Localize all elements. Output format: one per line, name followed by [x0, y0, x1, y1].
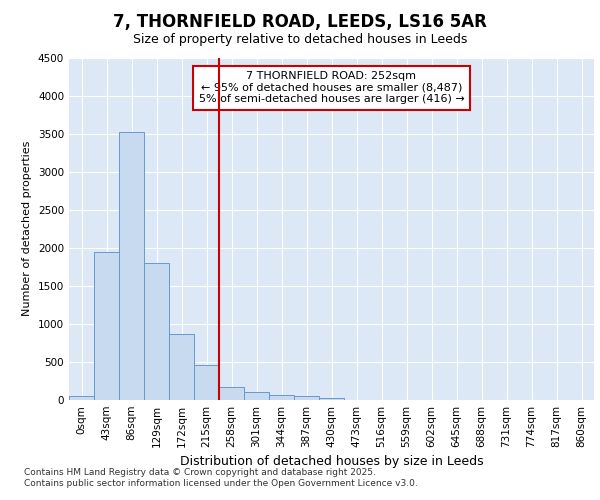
Bar	[194, 365, 219, 400]
Text: 7, THORNFIELD ROAD, LEEDS, LS16 5AR: 7, THORNFIELD ROAD, LEEDS, LS16 5AR	[113, 12, 487, 30]
Text: Contains HM Land Registry data © Crown copyright and database right 2025.
Contai: Contains HM Land Registry data © Crown c…	[24, 468, 418, 487]
Y-axis label: Number of detached properties: Number of detached properties	[22, 141, 32, 316]
Text: 7 THORNFIELD ROAD: 252sqm
← 95% of detached houses are smaller (8,487)
5% of sem: 7 THORNFIELD ROAD: 252sqm ← 95% of detac…	[199, 71, 464, 104]
Bar	[169, 334, 194, 400]
Bar	[144, 263, 169, 400]
Bar	[69, 396, 94, 400]
Bar	[294, 396, 319, 400]
Bar	[319, 398, 344, 400]
Bar	[244, 392, 269, 400]
Bar	[219, 386, 244, 400]
Bar	[269, 396, 294, 400]
Bar	[119, 132, 144, 400]
X-axis label: Distribution of detached houses by size in Leeds: Distribution of detached houses by size …	[179, 456, 484, 468]
Text: Size of property relative to detached houses in Leeds: Size of property relative to detached ho…	[133, 32, 467, 46]
Bar	[94, 252, 119, 400]
